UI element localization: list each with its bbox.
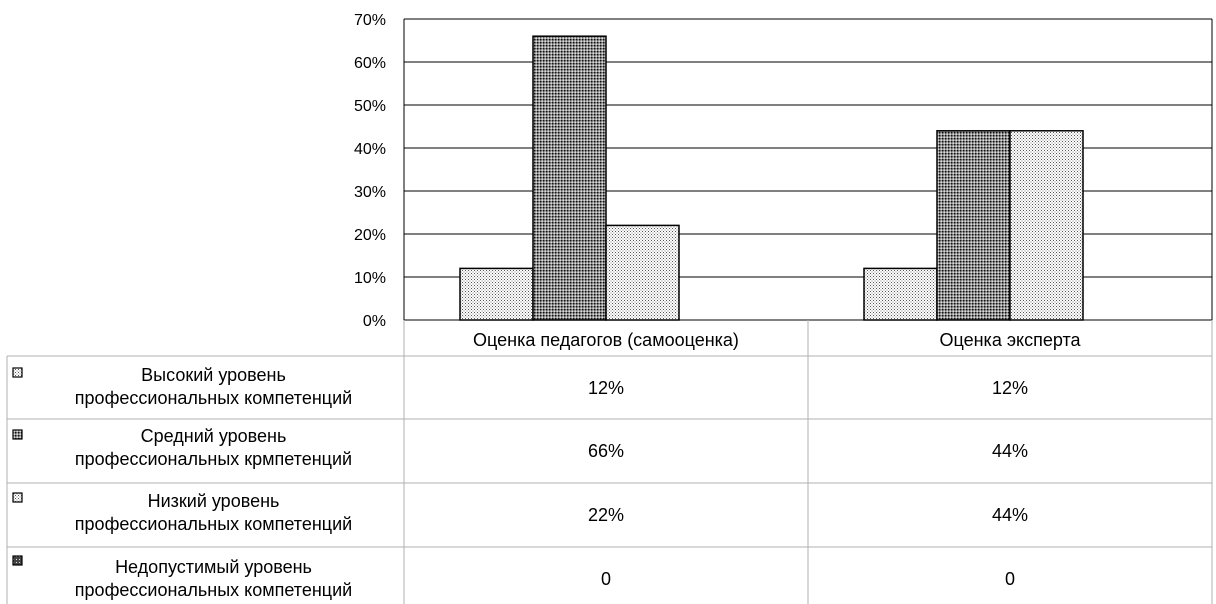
y-tick-label: 0% [363, 313, 386, 330]
data-label-medium-self: 66% [587, 441, 625, 461]
y-tick-label: 30% [354, 184, 386, 201]
data-label-medium-expert: 44% [991, 441, 1029, 461]
legend-key-series4 [12, 555, 23, 566]
legend-label-medium: Средний уровень профессиональных крмпетен… [74, 426, 353, 469]
category-label-self-assessment: Оценка педагогов (самооценка) [473, 330, 739, 350]
legend-key-series3 [12, 492, 23, 503]
legend-keys [12, 367, 23, 566]
y-tick-label: 10% [354, 270, 386, 287]
category-label-expert: Оценка эксперта [939, 330, 1081, 350]
y-tick-label: 60% [354, 55, 386, 72]
bar-series2-cat2 [936, 130, 1011, 321]
legend-label-low: Низкий уровень профессиональных компетенц… [74, 491, 353, 534]
bar-series1-cat1 [459, 267, 534, 321]
data-label-high-expert: 12% [991, 378, 1029, 398]
data-label-unacceptable-self: 0 [600, 569, 611, 589]
y-tick-label: 50% [354, 98, 386, 115]
bar-series3-cat1 [605, 224, 680, 321]
data-label-low-self: 22% [587, 505, 625, 525]
data-label-unacceptable-expert: 0 [1004, 569, 1015, 589]
y-axis-ticks: 0% 10% 20% 30% 40% 50% 60% 70% [354, 12, 386, 330]
data-label-high-self: 12% [587, 378, 625, 398]
legend-label-high: Высокий уровень профессиональных компетен… [74, 365, 353, 408]
legend-label-unacceptable: Недопустимый уровень профессиональных ком… [74, 557, 353, 600]
legend-key-series2 [12, 429, 23, 440]
bar-series1-cat2 [863, 267, 938, 321]
y-tick-label: 40% [354, 141, 386, 158]
legend-key-series1 [12, 367, 23, 378]
bar-series3-cat2 [1009, 130, 1084, 321]
bars [459, 35, 1084, 321]
data-table-lines [6, 320, 1213, 604]
y-tick-label: 20% [354, 227, 386, 244]
y-tick-label: 70% [354, 12, 386, 29]
bar-series2-cat1 [532, 35, 607, 321]
data-label-low-expert: 44% [991, 505, 1029, 525]
